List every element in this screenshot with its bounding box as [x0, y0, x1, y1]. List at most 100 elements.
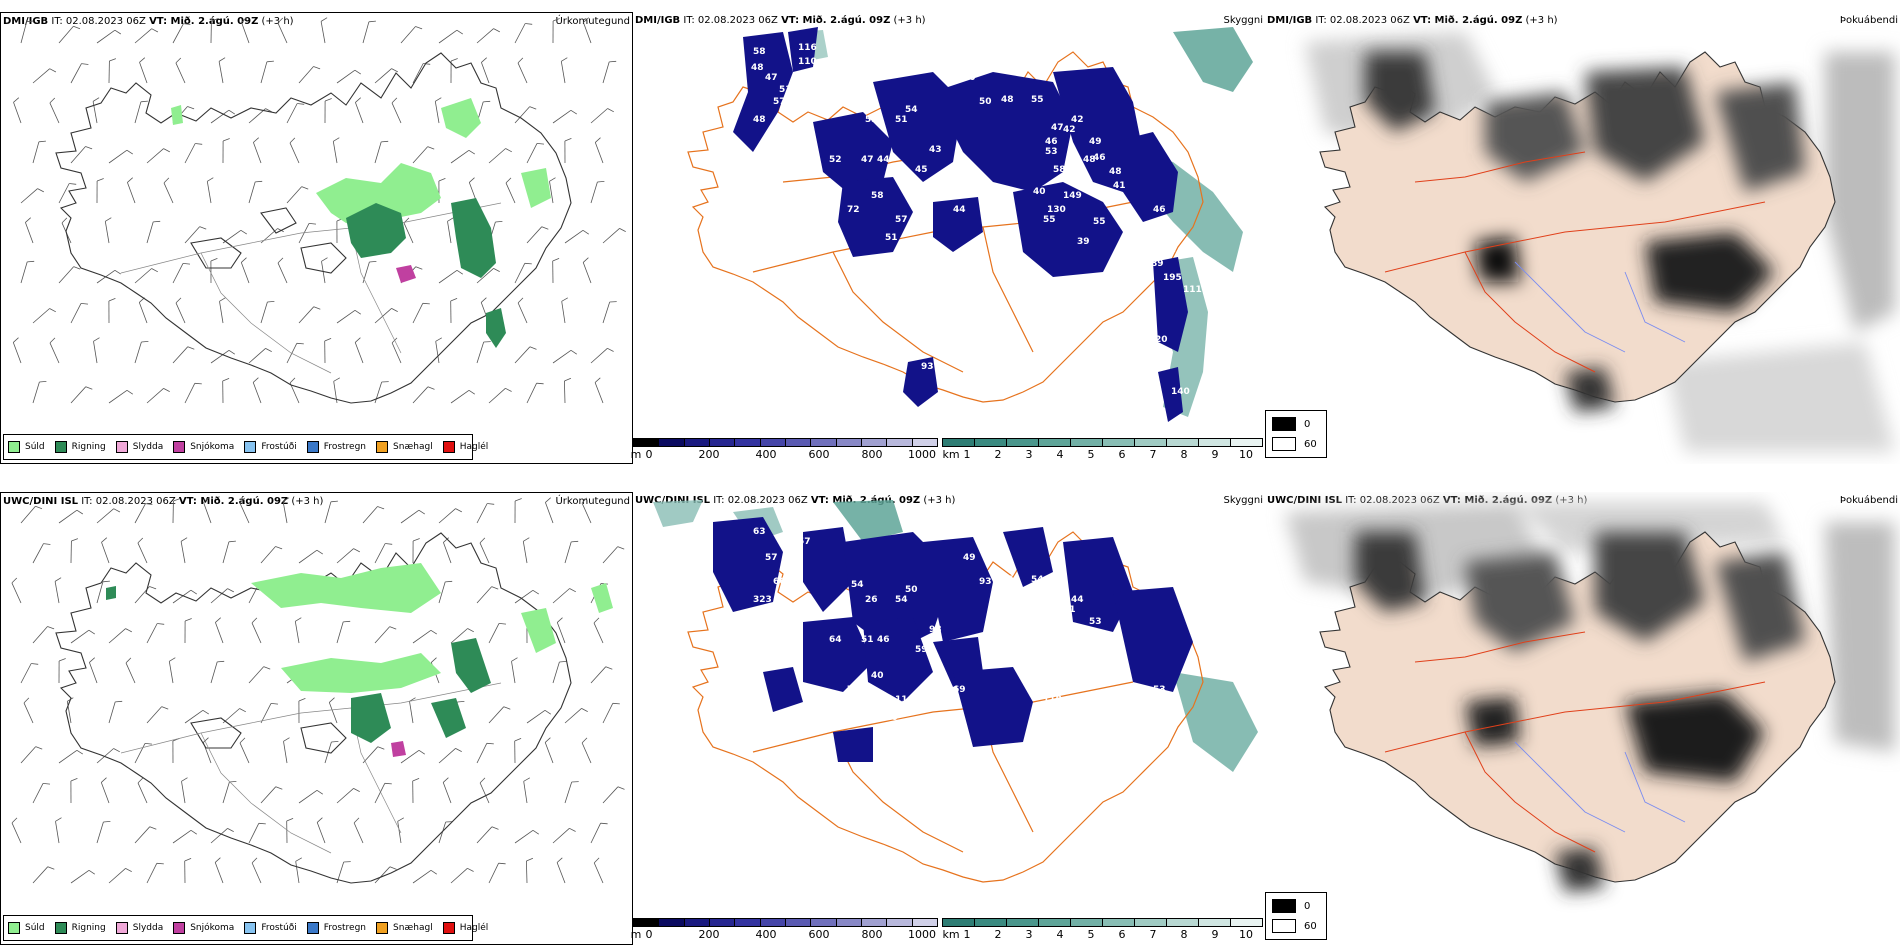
wind-barb [286, 186, 302, 204]
cloud-base-value: 61 [1045, 617, 1058, 627]
cloud-base-value: 52 [829, 155, 842, 165]
wind-barb-flag [469, 177, 475, 183]
cloud-base-value: 323 [753, 595, 772, 605]
wind-barb-flag [544, 737, 551, 743]
wind-barb-flag [418, 509, 426, 515]
colorbar-tick: 1000 [908, 928, 936, 941]
wind-barb-flag [73, 266, 81, 270]
colorbar-cell [1103, 438, 1135, 447]
cloud-base-value: 83 [851, 100, 864, 110]
wind-barb-flag [76, 509, 84, 515]
wind-barb [412, 869, 432, 884]
wind-barb [108, 868, 126, 884]
wind-barb [593, 622, 604, 644]
wind-barb-flag [157, 623, 165, 625]
legend-swatch [442, 441, 455, 453]
wind-barb [544, 742, 554, 764]
wind-barb-flag [354, 69, 362, 75]
wind-barb-flag [61, 217, 68, 224]
wind-barb-flag [25, 217, 31, 223]
wind-barb [517, 62, 528, 84]
wind-barb-flag [456, 269, 464, 275]
cloud-base-value: 74 [795, 133, 808, 143]
cloud-base-value: 54 [895, 595, 908, 605]
colorbar-tick: 10 [1239, 928, 1253, 941]
wind-barb-flag [102, 580, 110, 583]
wind-barb [298, 549, 318, 564]
colorbar-cell [684, 918, 710, 927]
wind-barb-flag [153, 220, 161, 223]
wind-barb [184, 383, 196, 404]
wind-barb-flag [283, 737, 290, 742]
wind-barb [146, 623, 158, 644]
wind-barb-flag [26, 20, 34, 23]
cloud-base-value: 42 [1071, 115, 1084, 125]
wind-barb [32, 308, 50, 324]
colorbar-tick: 1 [963, 928, 971, 941]
wind-barb-flag [412, 778, 420, 782]
wind-barb-flag [493, 28, 500, 33]
wind-barb [391, 342, 402, 364]
wind-barb-flag [607, 347, 614, 352]
wind-barb-flag [85, 146, 93, 150]
cloud-base-value: 46 [877, 635, 890, 645]
wind-barb [282, 501, 288, 524]
colorbar-tick: 3 [1025, 448, 1033, 461]
wind-barb-flag [39, 381, 47, 383]
wind-barb [70, 303, 82, 324]
cloud-base-value: 47 [861, 155, 874, 165]
cloud-base-value: 53 [1153, 685, 1166, 695]
wind-barb-flag [583, 17, 589, 23]
colorbar-tick: 400 [755, 448, 777, 461]
colorbar-cell [760, 918, 786, 927]
wind-barb-flag [163, 388, 170, 392]
wind-barb-flag [203, 497, 210, 503]
wind-barb [374, 626, 390, 644]
wind-barb-flag [368, 20, 376, 23]
wind-barb-flag [354, 337, 361, 343]
cloud-base-value: 43 [1147, 247, 1160, 257]
wind-barb [248, 666, 264, 684]
wind-barb-flag [549, 177, 556, 182]
wind-barb-flag [255, 180, 263, 183]
wind-barb-flag [240, 229, 248, 235]
wind-barb-flag [523, 777, 530, 782]
precip-areas [106, 563, 613, 757]
wind-barb-flag [353, 788, 360, 792]
wind-barb-flag [270, 703, 279, 705]
wind-barb [438, 821, 447, 844]
wind-barb [218, 61, 224, 84]
cloud-base-value: 64 [829, 635, 842, 645]
fog-panel-top: DMI/IGB IT: 02.08.2023 06Z VT: Mið. 2.ág… [1265, 12, 1900, 464]
wind-barb-flag [331, 741, 339, 743]
colorbar-cell [912, 438, 938, 447]
legend-swatch [8, 441, 20, 453]
colorbar-cell [1135, 438, 1167, 447]
fog-swatch [1272, 417, 1296, 431]
wind-barb-flag [151, 28, 159, 33]
cloud-base-value: 11 [895, 695, 908, 705]
wind-barb-flag [505, 387, 512, 392]
wind-barb-flag [524, 262, 532, 265]
colorbar-cells [633, 438, 938, 447]
colorbar-cell [811, 918, 837, 927]
colorbar-cell [887, 438, 913, 447]
wind-barb [58, 266, 74, 284]
colorbar-tick: 800 [861, 448, 883, 461]
wind-barb-flag [491, 586, 499, 590]
wind-barb [476, 28, 494, 44]
wind-barb-flag [267, 301, 275, 303]
wind-barb [336, 69, 356, 84]
wind-barb [590, 348, 608, 364]
wind-barb-flag [447, 217, 454, 222]
cloud-base-value: 62 [795, 613, 808, 623]
colorbar-cell [811, 438, 837, 447]
wind-barb-flag [313, 306, 321, 310]
wind-barb [101, 542, 110, 564]
colorbar-cell [633, 438, 660, 447]
wind-barb-flag [37, 188, 44, 193]
legend-swatch [376, 441, 389, 453]
wind-barb [476, 268, 494, 284]
legend-item: Haglél [442, 922, 488, 934]
wind-barb-flag [181, 777, 188, 782]
